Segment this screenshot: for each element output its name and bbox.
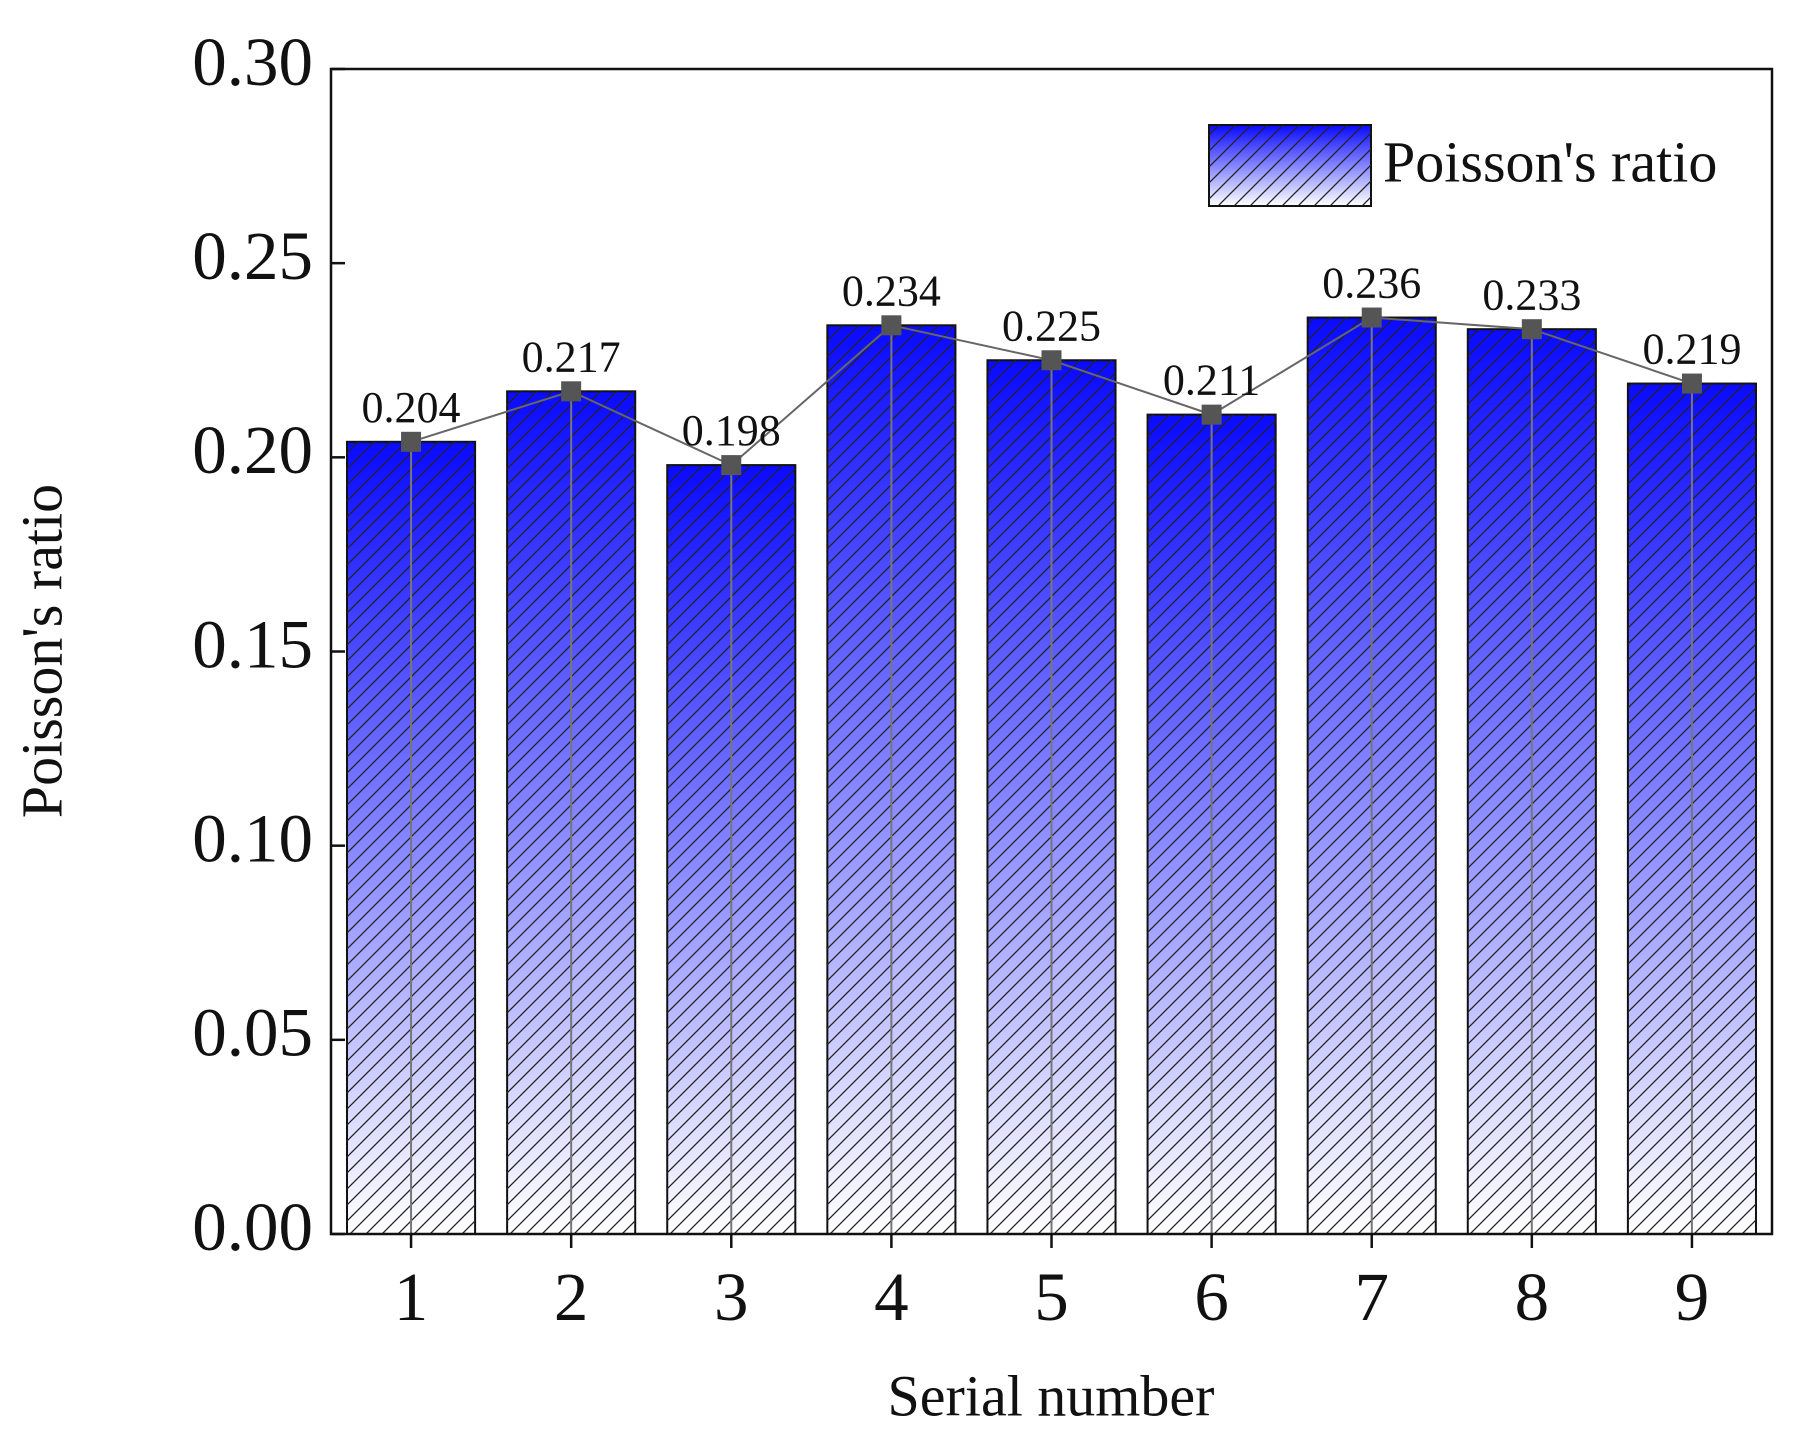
x-tick-label: 8 — [1515, 1259, 1550, 1335]
data-label: 0.217 — [522, 332, 621, 381]
y-tick-label: 0.10 — [192, 800, 313, 876]
x-tick-label: 5 — [1034, 1259, 1069, 1335]
data-label: 0.211 — [1163, 356, 1260, 405]
y-tick-label: 0.15 — [192, 606, 313, 682]
x-tick-label: 6 — [1194, 1259, 1229, 1335]
data-label: 0.198 — [682, 406, 781, 455]
marker — [1201, 404, 1222, 425]
x-tick-label: 2 — [554, 1259, 589, 1335]
x-tick-label: 1 — [394, 1259, 429, 1335]
data-label: 0.225 — [1002, 301, 1101, 350]
x-axis-label: Serial number — [888, 1363, 1215, 1428]
marker — [881, 315, 902, 336]
marker — [1361, 307, 1382, 328]
x-tick-label: 3 — [714, 1259, 749, 1335]
marker — [1681, 373, 1702, 394]
marker — [561, 381, 582, 402]
y-tick-label: 0.20 — [192, 412, 313, 488]
x-tick-label: 9 — [1675, 1259, 1710, 1335]
marker — [1041, 350, 1062, 371]
legend-swatch-hatch — [1209, 125, 1371, 206]
y-tick-label: 0.00 — [192, 1189, 313, 1265]
plot-frame — [329, 67, 1774, 1236]
legend-label: Poisson's ratio — [1383, 129, 1717, 194]
x-tick-label: 7 — [1354, 1259, 1389, 1335]
marker — [721, 455, 742, 476]
y-axis-label: Poisson's ratio — [9, 484, 74, 818]
data-label: 0.234 — [842, 266, 941, 315]
marker — [401, 431, 422, 452]
y-tick-label: 0.05 — [192, 995, 313, 1071]
y-tick-label: 0.30 — [192, 24, 313, 100]
data-label: 0.236 — [1322, 259, 1421, 308]
data-label: 0.233 — [1482, 270, 1581, 319]
y-tick-label: 0.25 — [192, 218, 313, 294]
x-tick-label: 4 — [874, 1259, 909, 1335]
marker — [1521, 319, 1542, 340]
data-label: 0.204 — [362, 383, 461, 432]
data-label: 0.219 — [1642, 325, 1741, 374]
